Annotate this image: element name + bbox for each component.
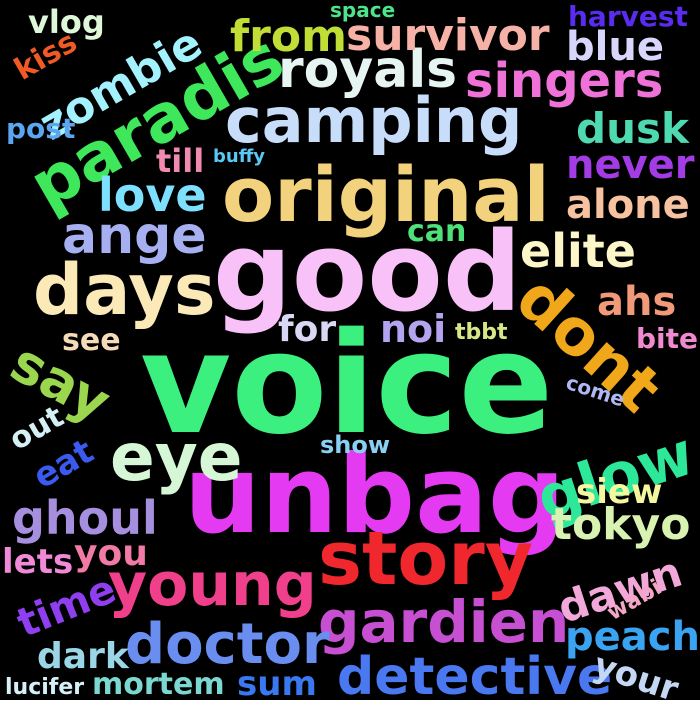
word-gardien: gardien	[318, 588, 570, 656]
word-peach: peach	[565, 614, 700, 660]
word-bite: bite	[636, 322, 699, 355]
word-good: good	[213, 208, 522, 336]
word-lets: lets	[2, 542, 74, 582]
word-voice: voice	[140, 303, 554, 466]
word-you: you	[74, 533, 148, 574]
word-tbbt: tbbt	[455, 320, 508, 345]
word-siew: siew	[576, 472, 663, 512]
word-buffy: buffy	[213, 146, 266, 167]
word-story: story	[318, 516, 533, 602]
word-blue: blue	[566, 24, 664, 70]
word-survivor: survivor	[346, 10, 550, 61]
word-detective: detective	[337, 647, 613, 700]
word-days: days	[33, 249, 216, 331]
word-camping: camping	[225, 84, 523, 157]
word-young: young	[108, 550, 317, 620]
word-royals: royals	[278, 40, 458, 100]
word-original: original	[222, 150, 550, 239]
word-till: till	[156, 142, 205, 180]
word-love: love	[98, 168, 207, 222]
word-show: show	[320, 431, 391, 459]
word-from: from	[230, 11, 347, 62]
word-alone: alone	[566, 182, 690, 228]
word-singers: singers	[465, 53, 664, 109]
word-ange: ange	[62, 206, 207, 266]
word-ghoul: ghoul	[12, 491, 158, 545]
word-mortem: mortem	[92, 667, 225, 700]
word-tokyo: tokyo	[551, 499, 691, 550]
word-unbag: unbag	[184, 433, 566, 558]
word-kiss: kiss	[8, 24, 84, 88]
word-elite: elite	[520, 224, 636, 278]
word-harvest: harvest	[568, 0, 688, 33]
word-eye: eye	[110, 419, 243, 496]
bottom-strip	[0, 700, 700, 713]
word-dark: dark	[37, 636, 129, 677]
word-sum: sum	[237, 664, 317, 700]
word-see: see	[62, 323, 121, 358]
word-vlog: vlog	[28, 3, 105, 41]
word-ahs: ahs	[597, 279, 677, 325]
word-dusk: dusk	[576, 104, 689, 153]
word-never: never	[566, 142, 695, 188]
word-noi: noi	[380, 307, 447, 351]
word-can: can	[407, 214, 467, 249]
word-post: post	[6, 112, 76, 145]
word-for: for	[278, 309, 337, 350]
word-lucifer: lucifer	[5, 675, 85, 700]
word-doctor: doctor	[125, 612, 330, 677]
word-space: space	[330, 0, 396, 22]
